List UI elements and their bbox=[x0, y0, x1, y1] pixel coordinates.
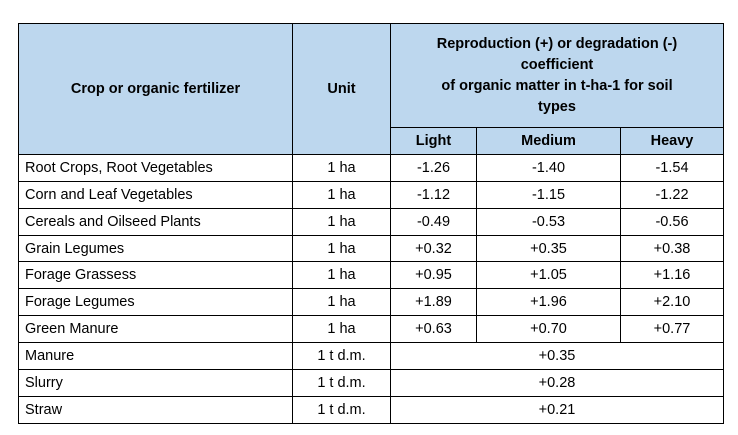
table-row: Corn and Leaf Vegetables 1 ha -1.12 -1.15 -1… bbox=[18, 180, 724, 209]
heavy-value: +0.77 bbox=[620, 315, 724, 344]
header-coefficient: Reproduction (+) or degradation (-) coef… bbox=[390, 23, 724, 128]
table-row: Root Crops, Root Vegetables 1 ha -1.26 -1.4… bbox=[18, 153, 724, 182]
coefficient-value: +0.35 bbox=[390, 342, 724, 371]
table-row: Green Manure 1 ha +0.63 +0.70 +0.77 bbox=[18, 315, 724, 344]
table-row: Forage Legumes 1 ha +1.89 +1.96 +2.10 bbox=[18, 288, 724, 317]
light-value: +0.32 bbox=[390, 234, 477, 263]
table-row: Forage Grassess 1 ha +0.95 +1.05 +1.16 bbox=[18, 261, 724, 290]
header-coef-line: types bbox=[538, 98, 576, 115]
unit-cell: 1 ha bbox=[292, 153, 391, 182]
crop-name: Forage Grassess bbox=[18, 261, 293, 290]
unit-cell: 1 ha bbox=[292, 315, 391, 344]
light-value: +0.95 bbox=[390, 261, 477, 290]
organic-matter-table: Crop or organic fertilizer Unit Reproduc… bbox=[18, 23, 724, 424]
table-row: Grain Legumes 1 ha +0.32 +0.35 +0.38 bbox=[18, 234, 724, 263]
unit-cell: 1 ha bbox=[292, 234, 391, 263]
header-coef-line: Reproduction (+) or degradation (-) bbox=[436, 35, 678, 52]
heavy-value: -1.22 bbox=[620, 180, 724, 209]
header-unit: Unit bbox=[292, 23, 391, 155]
crop-name: Green Manure bbox=[18, 315, 293, 344]
coefficient-value: +0.28 bbox=[390, 369, 724, 397]
heavy-value: +0.38 bbox=[620, 234, 724, 263]
unit-cell: 1 ha bbox=[292, 261, 391, 290]
heavy-value: +1.16 bbox=[620, 261, 724, 290]
unit-cell: 1 t d.m. bbox=[292, 395, 391, 424]
medium-value: -0.53 bbox=[476, 207, 621, 236]
crop-name: Grain Legumes bbox=[18, 234, 293, 263]
medium-value: +1.96 bbox=[476, 288, 621, 317]
medium-value: +0.35 bbox=[476, 234, 621, 263]
unit-cell: 1 ha bbox=[292, 180, 391, 209]
unit-cell: 1 t d.m. bbox=[292, 342, 391, 371]
unit-cell: 1 ha bbox=[292, 207, 391, 236]
medium-value: +1.05 bbox=[476, 261, 621, 290]
fertilizer-name: Manure bbox=[18, 342, 293, 371]
header-coef-line: of organic matter in t-ha-1 for soil bbox=[441, 77, 673, 94]
unit-cell: 1 t d.m. bbox=[292, 369, 391, 397]
coefficient-value: +0.21 bbox=[390, 395, 724, 424]
light-value: -1.12 bbox=[390, 180, 477, 209]
header-coef-line: coefficient bbox=[520, 56, 594, 73]
light-value: -0.49 bbox=[390, 207, 477, 236]
heavy-value: +2.10 bbox=[620, 288, 724, 317]
header-crop: Crop or organic fertilizer bbox=[18, 23, 293, 155]
fertilizer-name: Straw bbox=[18, 395, 293, 424]
header-light: Light bbox=[390, 127, 477, 155]
medium-value: -1.40 bbox=[476, 153, 621, 182]
crop-name: Forage Legumes bbox=[18, 288, 293, 317]
unit-cell: 1 ha bbox=[292, 288, 391, 317]
crop-name: Corn and Leaf Vegetables bbox=[18, 180, 293, 209]
crop-name: Cereals and Oilseed Plants bbox=[18, 207, 293, 236]
medium-value: +0.70 bbox=[476, 315, 621, 344]
table-row: Manure 1 t d.m. +0.35 bbox=[18, 342, 724, 371]
table-row: Cereals and Oilseed Plants 1 ha -0.49 -0.53… bbox=[18, 207, 724, 236]
fertilizer-name: Slurry bbox=[18, 369, 293, 397]
heavy-value: -1.54 bbox=[620, 153, 724, 182]
light-value: +1.89 bbox=[390, 288, 477, 317]
table-row: Slurry 1 t d.m. +0.28 bbox=[18, 369, 724, 397]
header-medium: Medium bbox=[476, 127, 621, 155]
light-value: -1.26 bbox=[390, 153, 477, 182]
heavy-value: -0.56 bbox=[620, 207, 724, 236]
header-heavy: Heavy bbox=[620, 127, 724, 155]
light-value: +0.63 bbox=[390, 315, 477, 344]
crop-name: Root Crops, Root Vegetables bbox=[18, 153, 293, 182]
table-row: Straw 1 t d.m. +0.21 bbox=[18, 395, 724, 424]
medium-value: -1.15 bbox=[476, 180, 621, 209]
